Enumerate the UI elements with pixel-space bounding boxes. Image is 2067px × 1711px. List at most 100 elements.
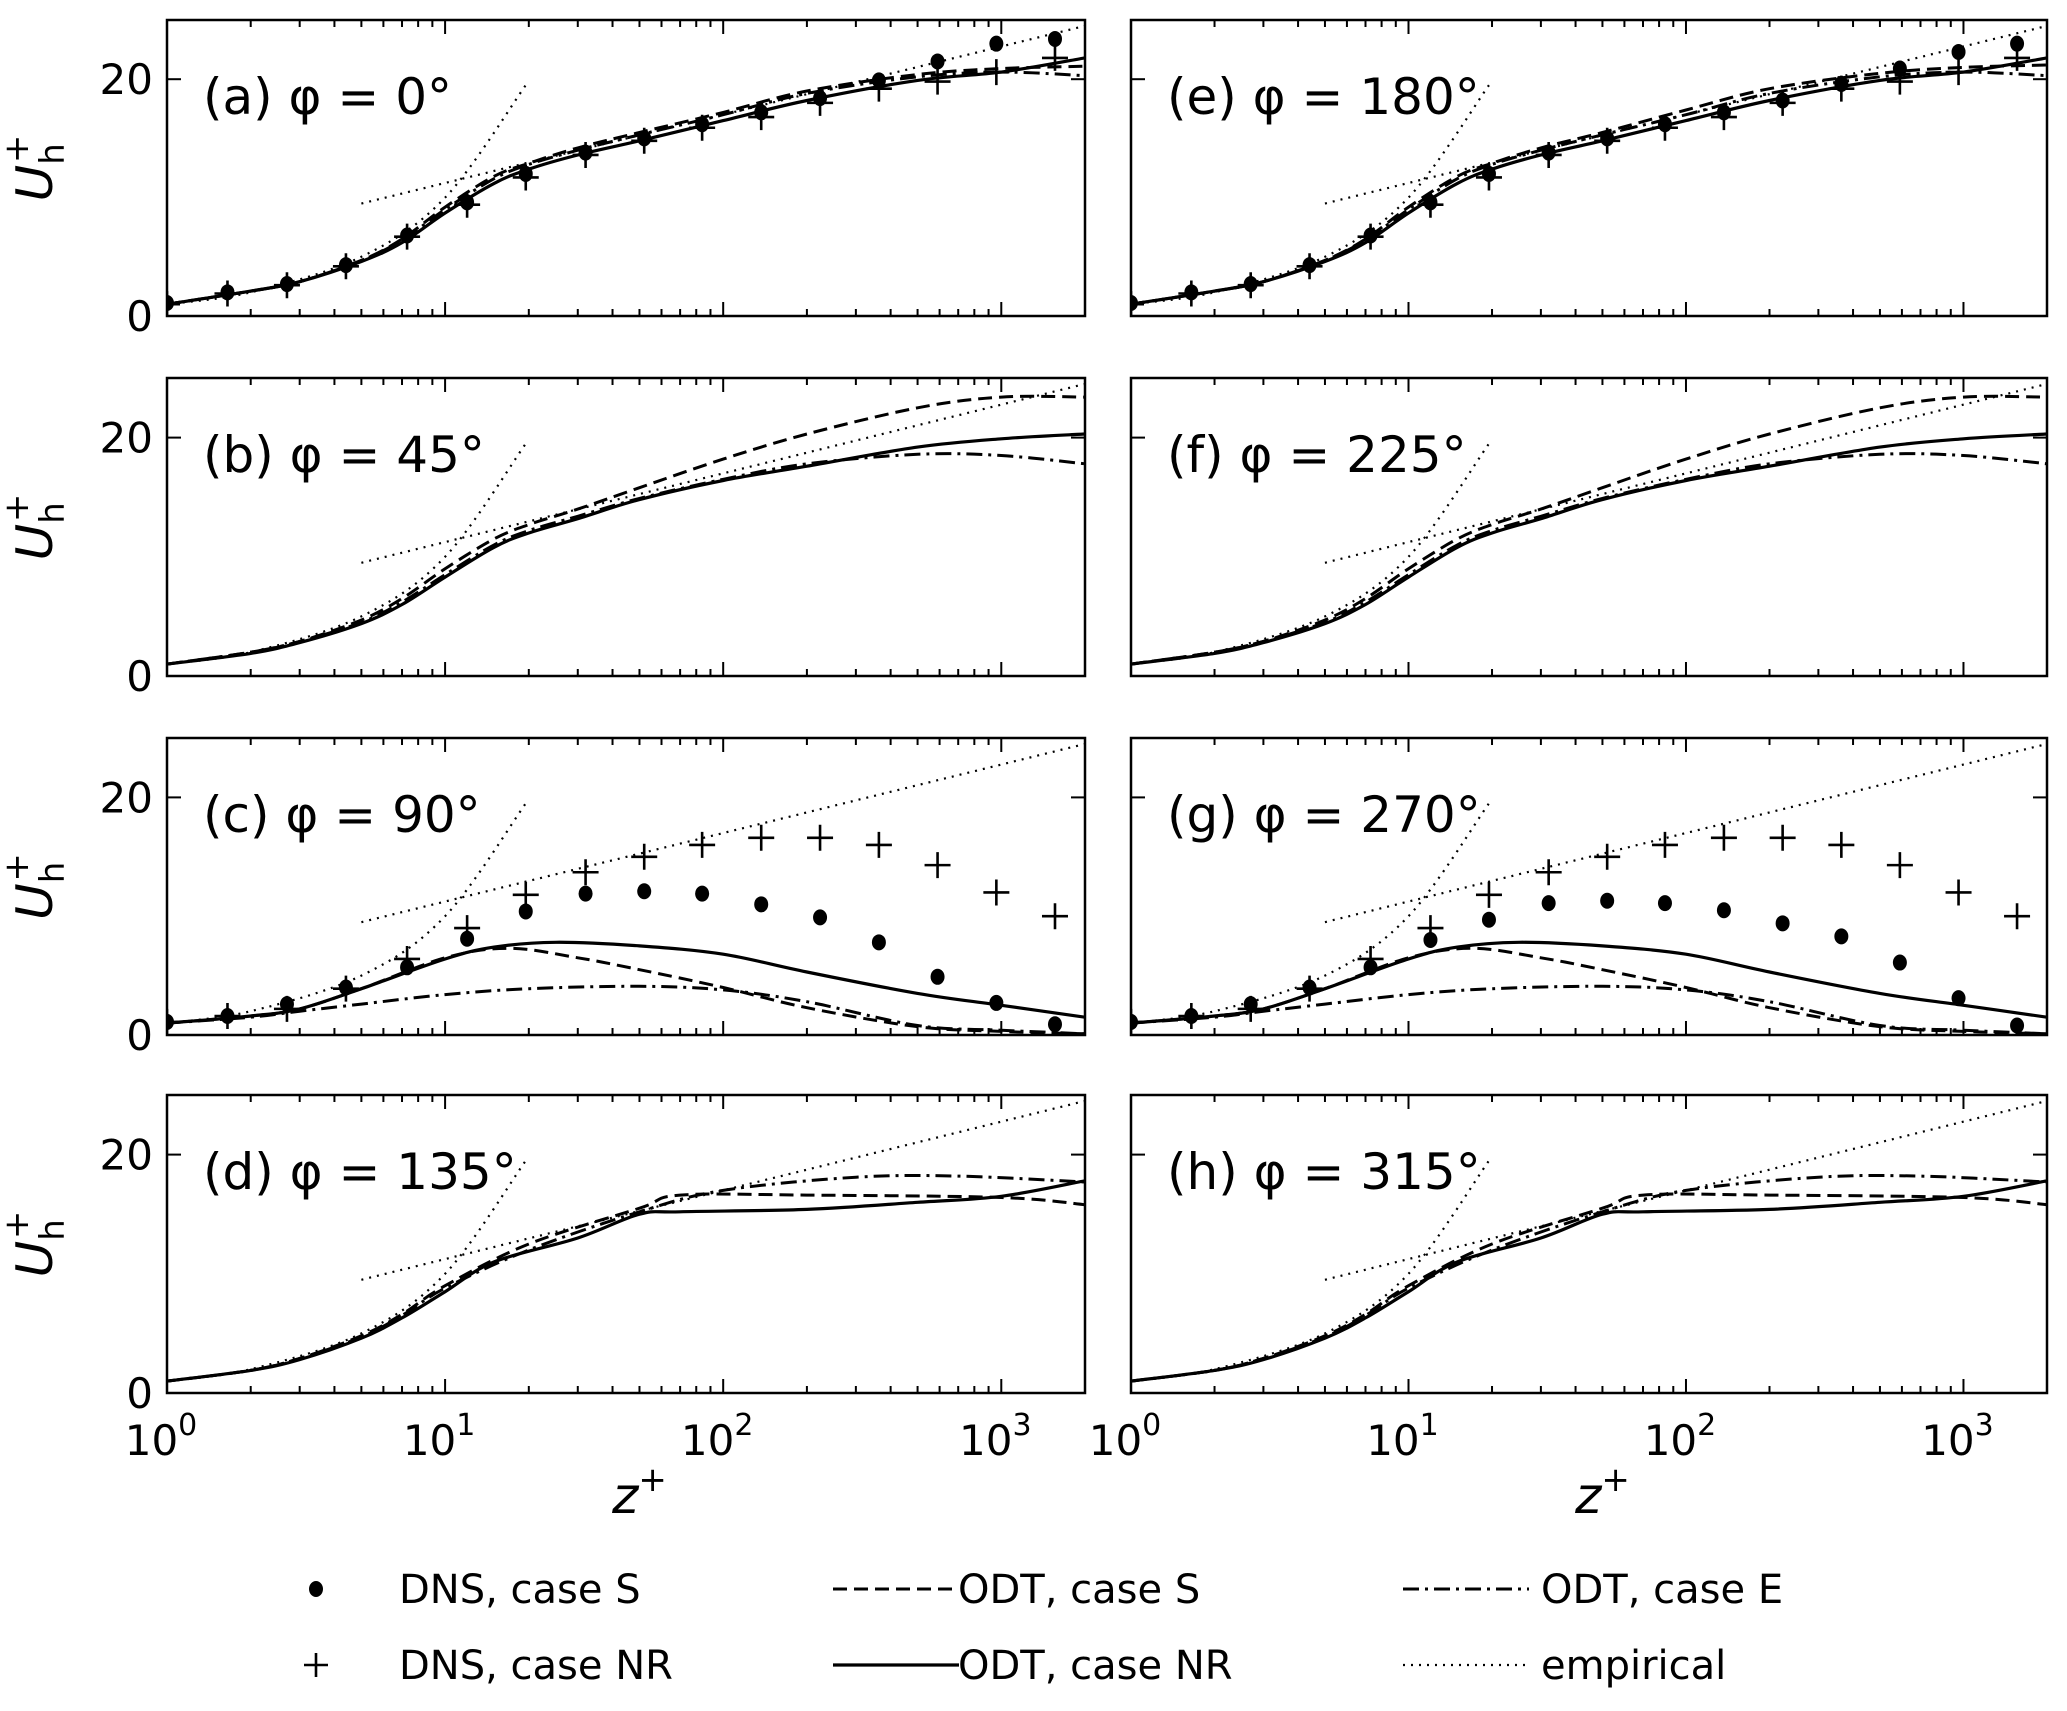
dns-S-point <box>460 194 475 211</box>
dns-NR-point <box>1710 824 1737 851</box>
dns-S-point <box>1775 92 1790 109</box>
legend: DNS, case S ODT, case S ODT, case E DNS, ca… <box>304 1567 1783 1689</box>
dns-NR-point <box>1131 1008 1144 1035</box>
panel-c: 0 20 Uh+ (c) φ = 90° <box>0 736 1087 1060</box>
x-tick-label: 102 <box>681 1408 754 1465</box>
x-axis-label-base: z <box>1574 1467 1603 1525</box>
empirical-viscous-line <box>167 802 527 1025</box>
dns-S-point <box>637 883 652 900</box>
axes-frame <box>165 736 1087 1037</box>
panel-e: (e) φ = 180° <box>1129 18 2049 318</box>
odt-E-line <box>1131 452 2047 666</box>
empirical-viscous-line <box>1131 802 1490 1025</box>
x-tick-label-exp: 1 <box>1420 1408 1439 1443</box>
dns-NR-point <box>1535 859 1562 886</box>
legend-item-odt-E: ODT, case E <box>1403 1567 1783 1613</box>
legend-item-odt-S: ODT, case S <box>833 1567 1200 1613</box>
x-tick-label-base: 10 <box>403 1416 456 1465</box>
dns-NR-point <box>2004 903 2031 930</box>
legend-label: DNS, case S <box>399 1567 641 1613</box>
x-tick-label: 101 <box>1366 1408 1439 1465</box>
y-axis-label-sub: h <box>33 502 73 524</box>
axes-frame <box>1129 376 2049 678</box>
dns-NR-point <box>689 831 716 858</box>
panel-title: (f) φ = 225° <box>1167 426 1467 484</box>
dns-S-point <box>989 35 1004 52</box>
legend-item-empirical: empirical <box>1403 1643 1726 1689</box>
x-tick-label-exp: 3 <box>1012 1408 1031 1443</box>
x-tick-label-exp: 2 <box>1697 1408 1716 1443</box>
dns-NR-point <box>1945 59 1972 86</box>
dns-S-point <box>1184 284 1199 301</box>
dns-NR-point <box>1651 831 1678 858</box>
legend-item-dns-S: DNS, case S <box>309 1567 641 1613</box>
panel-title: (d) φ = 135° <box>203 1143 517 1201</box>
y-tick-label: 20 <box>100 773 153 822</box>
odt-NR-line <box>1131 56 2047 306</box>
dns-S-point <box>279 996 294 1013</box>
y-axis-label-sup: + <box>0 135 37 164</box>
x-tick-label: 102 <box>1644 1408 1717 1465</box>
odt-S-line <box>1131 1192 2047 1383</box>
dns-S-point <box>813 909 828 926</box>
dns-S-point <box>279 276 294 293</box>
odt-E-line <box>1131 984 2047 1035</box>
x-tick-label: 103 <box>959 1408 1032 1465</box>
y-axis-label-sub: h <box>33 862 73 884</box>
dns-S-point <box>1423 931 1438 948</box>
dns-S-point <box>695 116 710 133</box>
empirical-viscous-line <box>167 1159 527 1383</box>
x-tick-label: 100 <box>125 1408 198 1465</box>
dns-S-point <box>1363 959 1378 976</box>
y-axis-label-sub: h <box>33 143 73 165</box>
x-tick-label-base: 10 <box>681 1416 734 1465</box>
x-tick-label-base: 10 <box>1089 1416 1142 1465</box>
dns-NR-point <box>572 859 599 886</box>
dns-S-point <box>1131 1013 1138 1030</box>
dns-S-point <box>220 1007 235 1024</box>
dns-S-point <box>989 994 1004 1011</box>
y-tick-label: 0 <box>126 1011 153 1060</box>
dns-S-point <box>1775 915 1790 932</box>
odt-S-line <box>167 946 1085 1035</box>
x-axis-label-sup: + <box>638 1460 667 1500</box>
dns-S-point <box>754 896 769 913</box>
dns-S-point <box>1131 294 1138 311</box>
dns-S-point <box>930 53 945 70</box>
x-tick-label-exp: 0 <box>178 1408 197 1443</box>
dns-NR-point <box>1475 881 1502 908</box>
dns-S-point <box>2010 1017 2025 1034</box>
dns-S-point <box>518 165 533 182</box>
dns-S-point <box>338 979 353 996</box>
odt-NR-line <box>1131 1179 2047 1383</box>
dns-S-point <box>220 284 235 301</box>
dns-NR-point <box>924 68 951 95</box>
dns-NR-point <box>807 824 834 851</box>
y-axis-label-sup: + <box>0 494 37 523</box>
odt-NR-line <box>167 1179 1085 1383</box>
axes-frame <box>165 1093 1087 1395</box>
y-axis-label-sup: + <box>0 1211 37 1240</box>
empirical-viscous-line <box>167 442 527 666</box>
dns-S-point <box>167 1013 174 1030</box>
dns-NR-point <box>924 852 951 879</box>
dns-S-point <box>1716 104 1731 121</box>
dns-S-point <box>1892 954 1907 971</box>
dns-NR-point <box>865 831 892 858</box>
empirical-viscous-line <box>1131 84 1490 306</box>
x-axis-label: z+ <box>1574 1460 1630 1525</box>
dns-S-point <box>2010 35 2025 52</box>
x-tick-label-base: 10 <box>125 1416 178 1465</box>
dns-NR-point <box>1041 903 1068 930</box>
axes-frame <box>1129 1093 2049 1395</box>
dns-NR-point <box>167 291 180 316</box>
legend-dot-marker <box>309 1581 323 1597</box>
plot-area <box>1131 1099 2047 1383</box>
odt-NR-line <box>167 56 1085 306</box>
legend-label: empirical <box>1541 1643 1726 1689</box>
plot-area <box>167 742 1085 1035</box>
axes-frame <box>165 376 1087 678</box>
